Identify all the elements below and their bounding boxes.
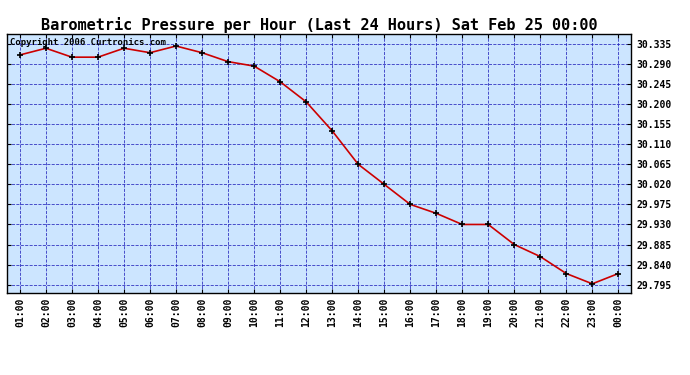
Title: Barometric Pressure per Hour (Last 24 Hours) Sat Feb 25 00:00: Barometric Pressure per Hour (Last 24 Ho… (41, 16, 598, 33)
Text: Copyright 2006 Curtronics.com: Copyright 2006 Curtronics.com (10, 38, 166, 46)
